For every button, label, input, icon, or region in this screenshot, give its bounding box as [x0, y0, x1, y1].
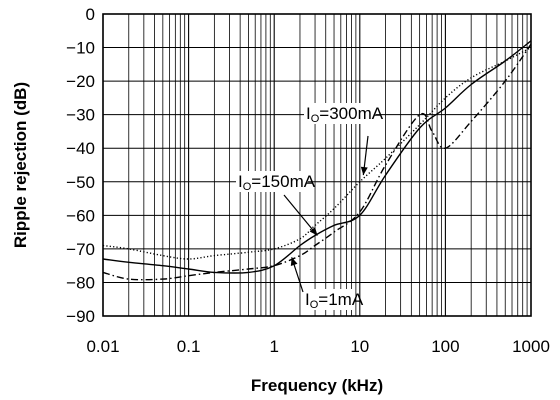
y-tick-label: −50 — [66, 173, 95, 192]
y-axis-title: Ripple rejection (dB) — [11, 82, 30, 248]
annotation-arrowhead — [309, 227, 318, 236]
grid-lines — [102, 14, 531, 316]
annotation-label: IO=300mA — [306, 104, 384, 125]
annotation-arrowhead — [290, 257, 298, 266]
x-tick-label: 1000 — [512, 337, 550, 356]
x-tick-label: 0.1 — [177, 337, 201, 356]
annotation-label: IO=150mA — [238, 172, 316, 193]
series-layer — [102, 40, 532, 281]
y-tick-label: −40 — [66, 139, 95, 158]
y-tick-label: −60 — [66, 206, 95, 225]
series-line-io-300ma — [102, 46, 532, 260]
x-tick-label: 1 — [269, 337, 278, 356]
y-tick-label: −30 — [66, 106, 95, 125]
x-tick-label: 0.01 — [86, 337, 119, 356]
annotation-label: IO=1mA — [305, 290, 364, 311]
y-tick-label: −90 — [66, 307, 95, 326]
plot-frame — [102, 13, 532, 317]
annotation-arrow — [283, 194, 318, 236]
annotation-arrowhead — [360, 166, 368, 176]
y-tick-labels: 0 −10 −20 −30 −40 −50 −60 −70 −80 −90 — [66, 5, 95, 326]
series-line-io-150ma — [102, 40, 532, 274]
y-tick-label: −20 — [66, 72, 95, 91]
annotation-backing — [236, 171, 308, 192]
x-tick-labels: 0.01 0.1 1 10 100 1000 — [86, 337, 549, 356]
series-line-io-1ma — [102, 43, 532, 281]
y-tick-label: −70 — [66, 240, 95, 259]
y-tick-label: −10 — [66, 39, 95, 58]
x-tick-label: 10 — [350, 337, 369, 356]
y-tick-label: 0 — [86, 5, 95, 24]
annotation-backing — [303, 289, 355, 310]
x-axis-title: Frequency (kHz) — [251, 376, 383, 395]
annotations: IO=300mA IO=150mA IO=1mA — [236, 103, 384, 311]
annotation-backing — [304, 103, 376, 124]
x-tick-label: 100 — [431, 337, 459, 356]
y-tick-label: −80 — [66, 273, 95, 292]
